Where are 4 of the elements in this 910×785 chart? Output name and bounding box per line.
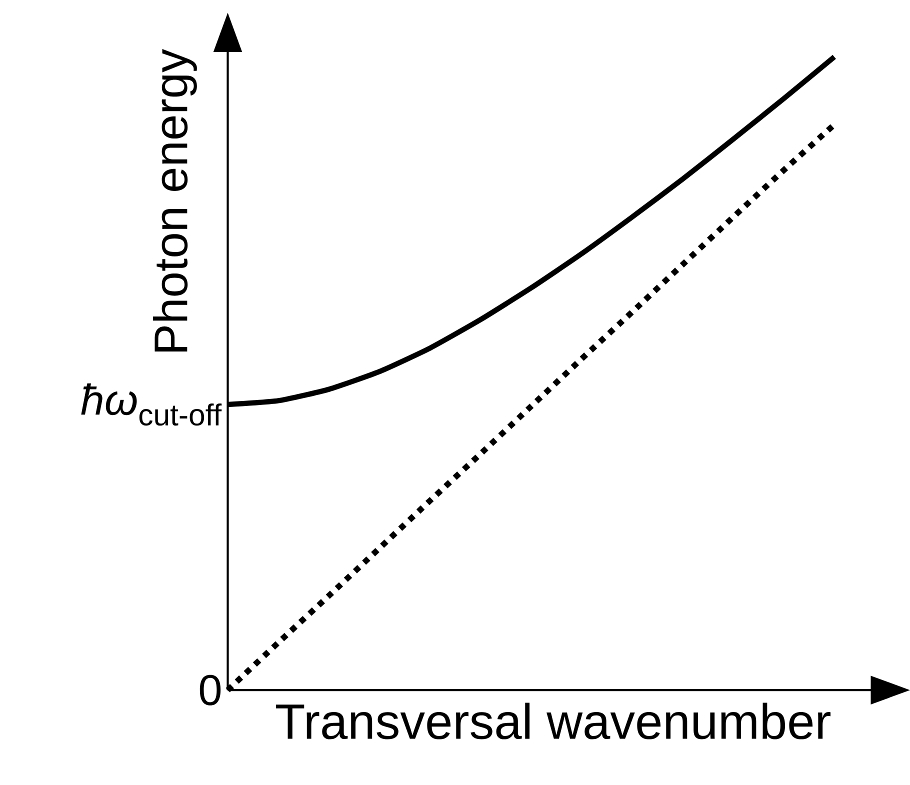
- text: ħω$_{cut-off}$: [81, 383, 222, 426]
- x-axis-title: Transversal wavenumber: [276, 702, 830, 740]
- text: 0: [200, 674, 221, 706]
- y-axis-title: Photon energy: [153, 48, 197, 352]
